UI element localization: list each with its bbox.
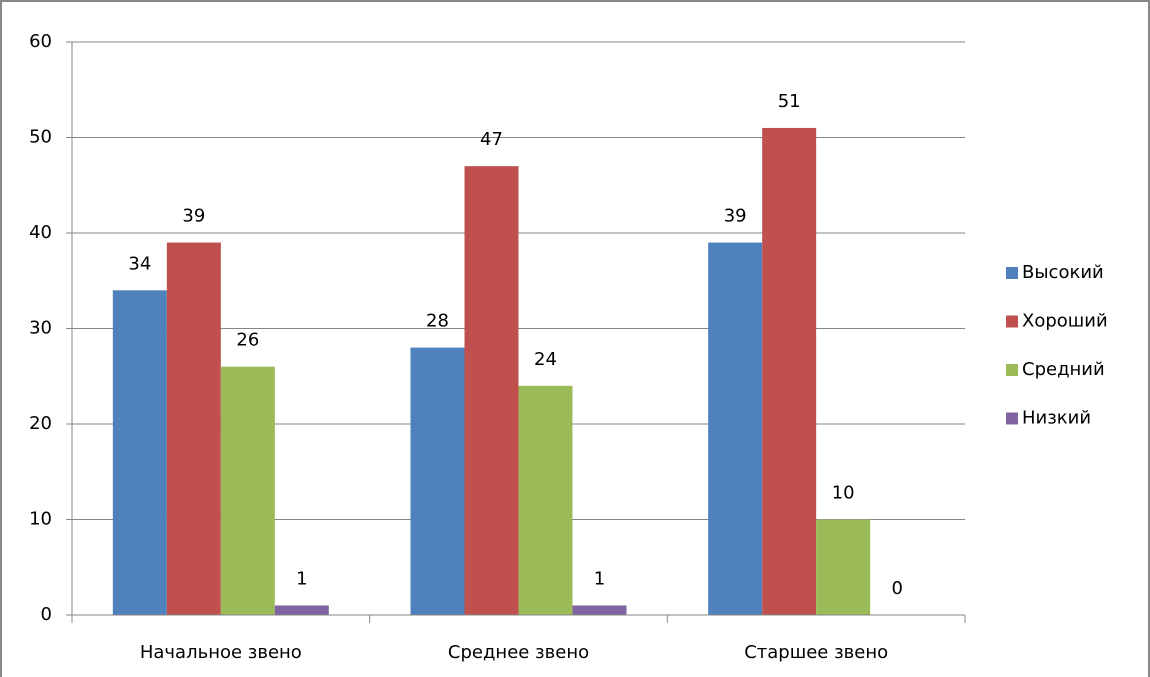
bar [518, 385, 573, 615]
bar [220, 366, 275, 615]
bar [708, 242, 763, 616]
y-tick-label: 30 [29, 318, 52, 339]
data-label: 47 [480, 129, 503, 150]
bar [816, 519, 871, 615]
bar [166, 242, 221, 616]
legend-swatch [1006, 315, 1018, 328]
data-label: 26 [236, 330, 259, 351]
y-tick-label: 10 [29, 509, 52, 530]
y-tick-label: 20 [29, 413, 52, 434]
bar [112, 290, 167, 615]
data-label: 24 [534, 349, 557, 370]
legend-label: Хороший [1022, 311, 1108, 332]
bar [410, 347, 465, 615]
legend-swatch [1006, 364, 1018, 376]
data-label: 1 [296, 568, 307, 589]
y-tick-label: 60 [29, 31, 52, 52]
x-tick-label: Начальное звено [140, 642, 302, 663]
data-label: 51 [778, 91, 801, 112]
legend-label: Высокий [1022, 262, 1104, 283]
legend-swatch [1006, 267, 1018, 279]
data-label: 34 [128, 253, 151, 274]
legend-label: Средний [1022, 359, 1105, 380]
bar [572, 605, 627, 615]
y-tick-label: 0 [41, 604, 52, 625]
legend-label: Низкий [1022, 408, 1091, 429]
data-label: 39 [724, 206, 747, 227]
x-tick-label: Старшее звено [744, 642, 888, 663]
data-label: 0 [891, 578, 902, 599]
data-label: 39 [182, 206, 205, 227]
bar [274, 605, 329, 615]
data-label: 28 [426, 311, 449, 332]
x-tick-label: Среднее звено [448, 642, 589, 663]
data-label: 1 [594, 568, 605, 589]
bar [762, 127, 817, 615]
legend-swatch [1006, 412, 1018, 425]
y-tick-label: 50 [29, 127, 52, 148]
bar [464, 166, 519, 615]
data-label: 10 [832, 483, 855, 504]
y-tick-label: 40 [29, 222, 52, 243]
